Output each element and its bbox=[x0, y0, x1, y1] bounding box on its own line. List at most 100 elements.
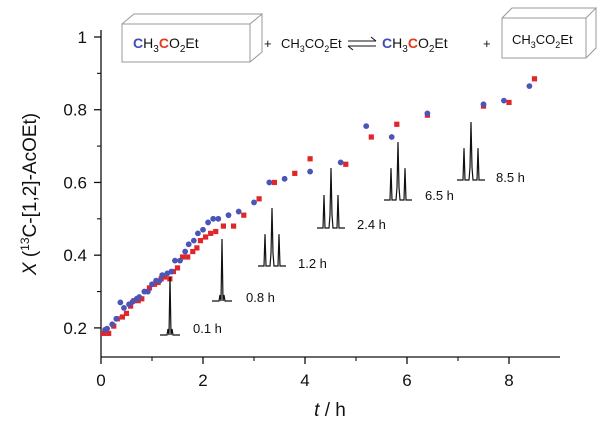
time-annotation: 6.5 h bbox=[425, 188, 454, 203]
data-point-circle bbox=[177, 257, 183, 264]
data-point-circle bbox=[168, 268, 175, 275]
data-point-square bbox=[271, 179, 277, 186]
y-tick-label: 0.2 bbox=[63, 319, 87, 338]
data-point-square bbox=[119, 314, 126, 320]
data-point-circle bbox=[388, 134, 395, 140]
data-point-square bbox=[368, 134, 374, 140]
data-point-circle bbox=[104, 325, 111, 332]
data-point-circle bbox=[195, 230, 201, 237]
data-point-square bbox=[506, 99, 512, 106]
data-point-circle bbox=[215, 215, 222, 222]
data-point-circle bbox=[136, 294, 143, 300]
data-point-square bbox=[256, 196, 262, 202]
data-point-circle bbox=[129, 298, 136, 305]
data-point-square bbox=[343, 161, 349, 167]
nmr-peak-spectrum bbox=[160, 276, 180, 336]
time-annotation: 1.2 h bbox=[298, 256, 327, 271]
data-point-circle bbox=[172, 257, 178, 264]
time-annotation: 0.1 h bbox=[193, 321, 222, 336]
data-point-circle bbox=[281, 175, 288, 182]
data-point-square bbox=[220, 223, 226, 229]
data-point-square bbox=[292, 170, 298, 176]
data-point-circle bbox=[225, 212, 232, 219]
reactant-formula: CH3CO2Et bbox=[133, 35, 199, 55]
data-point-circle bbox=[363, 123, 370, 129]
data-point-circle bbox=[149, 281, 155, 288]
data-point-circle bbox=[145, 288, 151, 295]
axis-ticks bbox=[94, 36, 510, 364]
data-point-square bbox=[531, 76, 538, 82]
data-point-circle bbox=[235, 208, 242, 215]
data-point-square bbox=[241, 212, 247, 218]
middle-reactant: CH3CO2Et bbox=[281, 36, 342, 54]
data-point-square bbox=[162, 274, 168, 280]
product-formula: CH3CO2Et bbox=[382, 35, 448, 55]
data-point-square bbox=[202, 234, 209, 240]
data-points bbox=[100, 76, 538, 336]
equilibrium-arrow-icon bbox=[347, 36, 377, 51]
nmr-peak-spectrum bbox=[212, 238, 232, 302]
data-point-circle bbox=[121, 305, 127, 311]
y-tick-label: 0.6 bbox=[63, 173, 87, 192]
data-point-circle bbox=[190, 237, 197, 244]
data-point-square bbox=[174, 265, 181, 271]
data-point-circle bbox=[526, 83, 533, 89]
data-point-square bbox=[139, 296, 145, 302]
data-point-square bbox=[307, 156, 313, 162]
data-point-circle bbox=[210, 215, 217, 222]
y-tick-label: 0.4 bbox=[63, 246, 87, 265]
data-point-square bbox=[231, 223, 237, 229]
data-point-circle bbox=[251, 199, 257, 206]
tick-labels: 0 2 4 6 8 0.2 0.4 0.6 0.8 1 bbox=[63, 28, 513, 390]
data-point-square bbox=[185, 254, 191, 260]
x-tick-label: 8 bbox=[504, 371, 513, 390]
x-axis-title: t / h bbox=[314, 400, 346, 421]
data-point-circle bbox=[337, 159, 344, 166]
data-point-square bbox=[100, 330, 107, 336]
data-point-square bbox=[394, 121, 400, 127]
data-point-circle bbox=[480, 101, 487, 108]
data-point-circle bbox=[182, 248, 189, 255]
data-point-square bbox=[208, 230, 214, 236]
x-tick-label: 0 bbox=[96, 371, 105, 390]
reaction-scheme: CH3CO2Et + CH3CO2Et CH3CO2Et + CH3CO2Et bbox=[121, 7, 598, 63]
data-point-circle bbox=[205, 219, 212, 226]
time-annotation: 8.5 h bbox=[496, 170, 525, 185]
plus-sign-2: + bbox=[483, 36, 491, 51]
nmr-spectra: 0.1 h 0.8 h 1.2 h 2.4 h 6.5 h 8.5 h bbox=[160, 121, 525, 336]
x-tick-label: 2 bbox=[198, 371, 207, 390]
data-point-circle bbox=[109, 321, 116, 328]
reactant-box bbox=[121, 13, 264, 63]
data-point-circle bbox=[307, 168, 313, 175]
nmr-peak-spectrum bbox=[384, 141, 412, 201]
axes bbox=[100, 30, 560, 358]
nmr-peak-spectrum bbox=[258, 207, 286, 267]
data-point-square bbox=[194, 245, 200, 251]
data-point-circle bbox=[200, 226, 206, 233]
x-tick-label: 6 bbox=[402, 371, 411, 390]
y-tick-label: 1 bbox=[78, 28, 87, 47]
time-annotation: 0.8 h bbox=[246, 290, 275, 305]
time-annotation: 2.4 h bbox=[357, 217, 386, 232]
nmr-peak-spectrum bbox=[317, 167, 345, 229]
plus-sign-1: + bbox=[264, 36, 272, 51]
data-point-circle bbox=[185, 241, 192, 248]
data-point-square bbox=[146, 285, 153, 291]
data-point-circle bbox=[266, 179, 273, 186]
byproduct-formula: CH3CO2Et bbox=[512, 32, 573, 50]
data-point-square bbox=[123, 310, 130, 316]
product-box bbox=[501, 7, 598, 59]
data-point-square bbox=[180, 254, 186, 260]
y-tick-label: 0.8 bbox=[63, 101, 87, 120]
data-point-circle bbox=[424, 110, 431, 117]
data-point-square bbox=[197, 238, 204, 244]
data-point-circle bbox=[156, 277, 163, 284]
x-tick-label: 4 bbox=[300, 371, 309, 390]
y-axis-title: X (13C-[1,2]-AcOEt) bbox=[18, 113, 41, 276]
nmr-peak-spectrum bbox=[457, 121, 485, 181]
data-point-circle bbox=[159, 272, 166, 279]
data-point-square bbox=[190, 248, 196, 255]
data-point-square bbox=[106, 330, 112, 336]
data-point-circle bbox=[113, 315, 120, 322]
